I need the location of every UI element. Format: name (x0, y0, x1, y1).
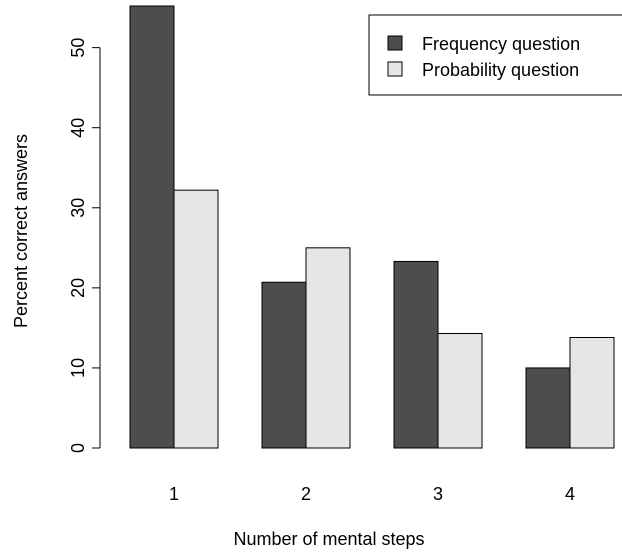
bar-probability-2 (305, 247, 351, 449)
legend-label-frequency: Frequency question (422, 34, 580, 54)
y-axis-title: Percent correct answers (11, 134, 31, 328)
bar-probability-4 (569, 337, 615, 449)
legend-label-probability: Probability question (422, 60, 579, 80)
bar-frequency-1 (129, 5, 175, 449)
y-tick-label: 0 (68, 443, 88, 453)
x-tick-label: 2 (301, 484, 311, 504)
y-tick-label: 40 (68, 118, 88, 138)
y-tick-label: 50 (68, 38, 88, 58)
bar-probability-3 (437, 332, 483, 449)
x-tick-label: 1 (169, 484, 179, 504)
bar-frequency-4 (525, 367, 571, 449)
y-tick-label: 20 (68, 278, 88, 298)
bars (129, 5, 615, 449)
legend-box (368, 14, 622, 96)
x-tick-label: 4 (565, 484, 575, 504)
x-axis-title: Number of mental steps (233, 529, 424, 549)
legend: Frequency question Probability question (368, 14, 622, 96)
x-tick-labels: 1 2 3 4 (169, 484, 575, 504)
x-tick-label: 3 (433, 484, 443, 504)
bar-frequency-2 (261, 281, 307, 449)
legend-swatch-probability (387, 61, 403, 77)
bar-probability-1 (173, 189, 219, 449)
y-tick-label: 10 (68, 358, 88, 378)
y-axis: 0 10 20 30 40 50 (68, 38, 101, 453)
legend-swatch-frequency (387, 35, 403, 51)
y-tick-label: 30 (68, 198, 88, 218)
bar-frequency-3 (393, 260, 439, 449)
